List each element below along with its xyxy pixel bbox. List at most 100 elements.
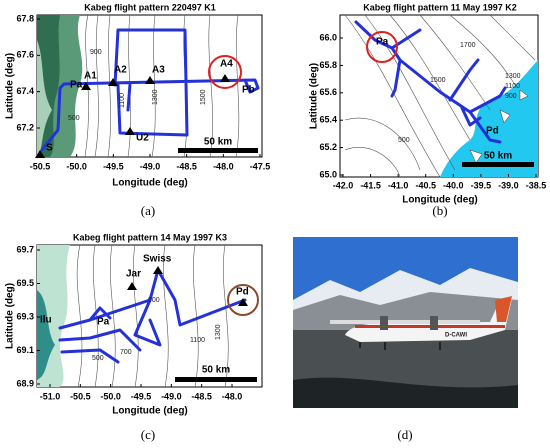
contour-label: 1100 bbox=[505, 83, 520, 90]
contour-label: 900 bbox=[505, 93, 517, 100]
panel-b: Pa Pd 1700 1500 1300 1100 900 500 50 km … bbox=[309, 2, 539, 218]
contour-label: 700 bbox=[120, 349, 132, 356]
caption: (c) bbox=[141, 427, 155, 442]
contour-label: 1300 bbox=[215, 324, 222, 340]
scale-bar bbox=[462, 162, 534, 167]
station-label: Swiss bbox=[143, 254, 172, 265]
y-tick-label: 65.6 bbox=[319, 87, 337, 97]
land-area bbox=[37, 290, 55, 380]
scale-bar bbox=[175, 377, 257, 382]
x-tick-label: -49.5 bbox=[103, 161, 124, 171]
y-tick-label: 69.7 bbox=[16, 244, 34, 254]
panel-d-photo: D-CAWI (d) bbox=[293, 237, 518, 442]
contour-label: 500 bbox=[398, 137, 410, 144]
y-tick-label: 65.2 bbox=[319, 142, 337, 152]
station-label: Jar bbox=[126, 269, 141, 280]
station-label: A4 bbox=[220, 59, 233, 70]
station-label: U2 bbox=[136, 133, 149, 144]
contour-label: 900 bbox=[90, 49, 102, 56]
scale-label: 50 km bbox=[204, 137, 232, 148]
x-tick-label: -47.5 bbox=[250, 161, 271, 171]
x-tick-label: -40.0 bbox=[443, 180, 464, 190]
x-tick-label: -39.0 bbox=[498, 180, 519, 190]
sea-area bbox=[440, 60, 538, 177]
registration: D-CAWI bbox=[445, 333, 467, 339]
x-tick-label: -41.5 bbox=[360, 180, 381, 190]
caption: (d) bbox=[397, 427, 412, 442]
x-tick-label: -49.5 bbox=[131, 391, 152, 401]
scale-bar bbox=[178, 148, 258, 153]
y-tick-label: 65.0 bbox=[319, 169, 337, 179]
contour-label: 500 bbox=[68, 115, 80, 122]
x-tick-label: -48.5 bbox=[176, 161, 197, 171]
caption: (a) bbox=[141, 203, 155, 218]
x-tick-label: -50.0 bbox=[66, 161, 87, 171]
y-tick-label: 67.2 bbox=[16, 122, 34, 132]
station-label: A3 bbox=[152, 65, 165, 76]
x-tick-label: -49.0 bbox=[140, 161, 161, 171]
station-label: S bbox=[46, 143, 53, 154]
x-tick-label: -50.0 bbox=[100, 391, 121, 401]
contour-label: 900 bbox=[148, 297, 160, 304]
station-label: Pa bbox=[70, 80, 83, 91]
contour-label: 1100 bbox=[119, 93, 126, 108]
station-label: A1 bbox=[84, 71, 97, 82]
y-tick-label: 68.9 bbox=[16, 378, 34, 388]
x-axis-label: Longitude (deg) bbox=[112, 406, 188, 417]
y-tick-label: 67.8 bbox=[16, 13, 34, 23]
y-axis-label: Latitude (deg) bbox=[309, 63, 320, 129]
contours bbox=[344, 14, 536, 178]
y-tick-label: 69.3 bbox=[16, 311, 34, 321]
highlight-circle bbox=[227, 284, 259, 316]
y-tick-label: 65.4 bbox=[319, 115, 337, 125]
station-label: Pa bbox=[376, 37, 389, 48]
panel-c: Swiss Jar Ilu Pa Pd 900 1100 700 500 130… bbox=[5, 232, 263, 442]
x-tick-label: -50.5 bbox=[70, 391, 91, 401]
land-area bbox=[37, 40, 52, 157]
contour-label: 1300 bbox=[505, 73, 521, 80]
x-axis-label: Longitude (deg) bbox=[112, 178, 188, 189]
station-label: Ilu bbox=[40, 315, 52, 326]
contour-label: 1100 bbox=[190, 337, 205, 344]
highlight-circle bbox=[208, 55, 242, 89]
x-tick-label: -42.0 bbox=[333, 180, 354, 190]
x-tick-label: -38.5 bbox=[526, 180, 547, 190]
station-label: A2 bbox=[114, 65, 127, 76]
map-frame bbox=[36, 244, 263, 388]
contour-label: 1300 bbox=[152, 89, 159, 105]
highlight-circle bbox=[366, 31, 398, 63]
x-axis-label: Longitude (deg) bbox=[402, 195, 478, 206]
y-tick-label: 67.6 bbox=[16, 50, 34, 60]
ground bbox=[293, 377, 518, 408]
contour-label: 1500 bbox=[430, 77, 446, 84]
x-tick-label: -49.0 bbox=[161, 391, 182, 401]
x-tick-label: -48.5 bbox=[191, 391, 212, 401]
y-axis-label: Latitude (deg) bbox=[5, 283, 16, 349]
flight-path bbox=[40, 28, 260, 152]
station-label: Pd bbox=[236, 287, 249, 298]
flight-path bbox=[354, 20, 507, 144]
contours bbox=[76, 244, 229, 388]
x-tick-label: -51.0 bbox=[40, 391, 61, 401]
x-tick-label: -48.0 bbox=[222, 391, 243, 401]
scale-label: 50 km bbox=[202, 365, 230, 376]
islands bbox=[469, 89, 529, 164]
x-tick-label: -48.0 bbox=[213, 161, 234, 171]
x-tick-label: -41.0 bbox=[388, 180, 409, 190]
contour-label: 500 bbox=[92, 355, 104, 362]
y-tick-label: 69.1 bbox=[16, 345, 34, 355]
stations bbox=[35, 74, 230, 158]
stations bbox=[127, 266, 248, 306]
panel-title: Kabeg flight pattern 220497 K1 bbox=[84, 2, 216, 12]
station-label: Pd bbox=[486, 126, 499, 137]
scale-label: 50 km bbox=[484, 151, 512, 162]
caption: (b) bbox=[432, 203, 447, 218]
station-label: Pa bbox=[97, 317, 110, 328]
y-tick-label: 66.0 bbox=[319, 32, 337, 42]
y-tick-label: 69.5 bbox=[16, 278, 34, 288]
y-tick-label: 65.8 bbox=[319, 60, 337, 70]
station-label: Pb bbox=[242, 85, 255, 96]
x-tick-label: -50.5 bbox=[30, 161, 51, 171]
x-tick-label: -40.5 bbox=[415, 180, 436, 190]
